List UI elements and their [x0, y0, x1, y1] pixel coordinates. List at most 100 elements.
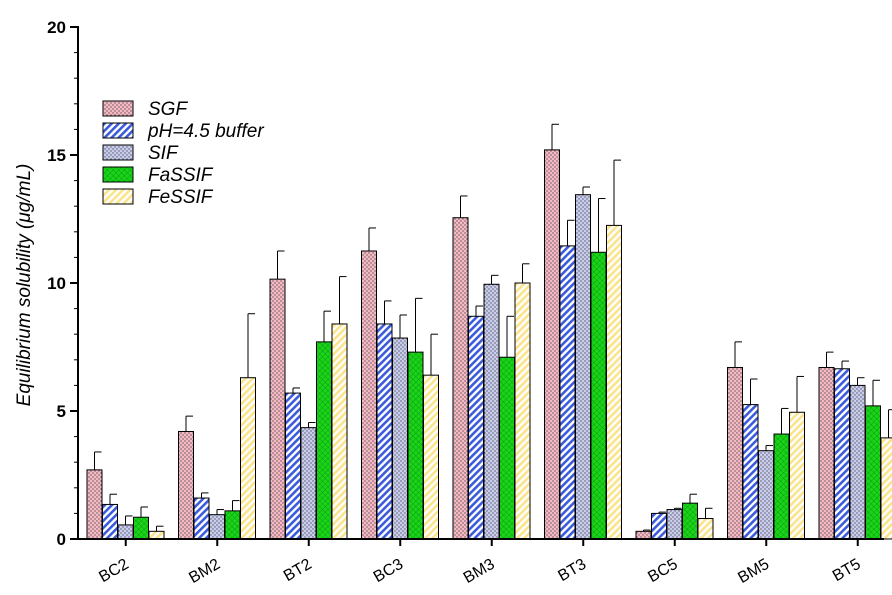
error-bar	[475, 305, 483, 317]
bar-bc5-sgf	[635, 530, 652, 540]
error-bar	[277, 250, 285, 280]
error-bar	[185, 415, 193, 432]
error-bar	[109, 493, 117, 505]
error-bar	[689, 493, 697, 504]
bar-bc2-fassif	[133, 516, 149, 540]
bar-bc5-fassif	[682, 502, 698, 540]
error-bar	[872, 379, 880, 406]
error-bar	[339, 276, 347, 324]
x-tick-label: BM5	[735, 556, 772, 587]
bar-bc5-sif	[666, 509, 683, 540]
bar-bc2-fessif	[148, 530, 165, 540]
legend-swatch	[102, 122, 134, 139]
error-bar	[384, 300, 392, 324]
bar-bm5-sif	[758, 450, 774, 540]
error-bar	[643, 529, 651, 532]
error-bar	[598, 198, 606, 253]
bar-bc2-sgf	[86, 469, 103, 540]
bar-bt3-sgf	[544, 149, 560, 540]
bar-bm5-fessif	[789, 411, 805, 540]
error-bar	[888, 409, 892, 438]
error-bar	[582, 186, 590, 195]
bar-bm5-sgf	[727, 366, 743, 540]
bar-bc5-ph-4-5-buffer	[651, 512, 667, 540]
error-bar	[415, 297, 423, 353]
legend-label: SGF	[148, 99, 188, 120]
bar-bm2-fassif	[224, 510, 241, 540]
bar-bm3-fassif	[499, 356, 515, 540]
bar-bc3-sif	[392, 337, 408, 540]
bar-bt3-sif	[575, 194, 591, 540]
bar-bt2-sgf	[269, 278, 286, 540]
error-bar	[522, 263, 530, 283]
error-bar	[232, 500, 240, 511]
bar-bc3-sgf	[361, 250, 377, 540]
bar-bt5-sgf	[818, 366, 835, 540]
error-bar	[857, 377, 865, 386]
y-axis-label: Equilibrium solubility (μg/mL)	[14, 164, 35, 407]
y-tick-label: 10	[47, 274, 66, 293]
bar-bm5-ph-4-5-buffer	[742, 404, 759, 540]
error-bar	[841, 360, 849, 369]
bar-bt3-ph-4-5-buffer	[559, 245, 576, 540]
bar-bm2-fessif	[240, 377, 256, 540]
y-tick-label: 20	[47, 18, 66, 37]
bar-bt5-fessif	[880, 437, 892, 540]
error-bar	[247, 313, 255, 378]
bar-bc2-ph-4-5-buffer	[102, 503, 118, 540]
bar-bt2-fessif	[331, 323, 348, 540]
error-bar	[734, 341, 742, 368]
x-tick-label: BT5	[830, 556, 864, 585]
bar-bm2-ph-4-5-buffer	[193, 497, 210, 540]
bar-bt3-fassif	[590, 251, 607, 540]
error-bar	[567, 219, 575, 246]
error-bar	[430, 333, 438, 376]
error-bar	[765, 445, 773, 451]
error-bar	[308, 422, 316, 428]
bar-bc5-fessif	[697, 518, 714, 540]
bar-bm3-fessif	[514, 282, 531, 540]
legend-label: FeSSIF	[148, 187, 214, 208]
legend-swatch	[102, 188, 134, 205]
error-bar	[460, 195, 468, 218]
x-tick-label: BC3	[371, 556, 407, 586]
error-bar	[674, 507, 682, 510]
bar-bt3-fessif	[606, 224, 622, 540]
error-bar	[292, 387, 300, 394]
x-tick-label: BM2	[186, 556, 223, 587]
bar-bc3-fessif	[423, 374, 439, 540]
x-tick-label: BT2	[281, 556, 315, 585]
legend-swatch	[102, 144, 134, 161]
x-tick-label: BC5	[645, 556, 681, 586]
bar-bt5-sif	[849, 384, 866, 540]
error-bar	[491, 274, 499, 285]
error-bar	[658, 511, 666, 514]
bar-bt5-ph-4-5-buffer	[834, 368, 850, 540]
legend-label: pH=4.5 buffer	[147, 121, 264, 142]
error-bar	[826, 351, 834, 368]
error-bar	[323, 310, 331, 342]
error-bar	[506, 315, 514, 358]
error-bar	[705, 507, 713, 519]
x-tick-label: BT3	[555, 556, 589, 585]
error-bar	[216, 509, 224, 515]
bar-bm3-ph-4-5-buffer	[468, 315, 484, 540]
x-tick-label: BM3	[461, 556, 498, 587]
bar-bt2-fassif	[316, 341, 332, 540]
bar-bm2-sgf	[178, 430, 194, 540]
y-tick-label: 5	[57, 402, 66, 421]
bar-bm2-sif	[209, 514, 225, 540]
bar-bc2-sif	[117, 524, 134, 540]
error-bar	[551, 123, 559, 150]
bar-bt2-ph-4-5-buffer	[285, 392, 301, 540]
y-tick-label: 15	[47, 146, 66, 165]
bar-bm3-sgf	[452, 217, 469, 540]
error-bar	[94, 451, 102, 470]
error-bar	[613, 159, 621, 226]
legend-swatch	[102, 166, 134, 183]
error-bar	[368, 227, 376, 251]
bar-bm5-fassif	[773, 433, 790, 540]
error-bar	[750, 378, 758, 405]
